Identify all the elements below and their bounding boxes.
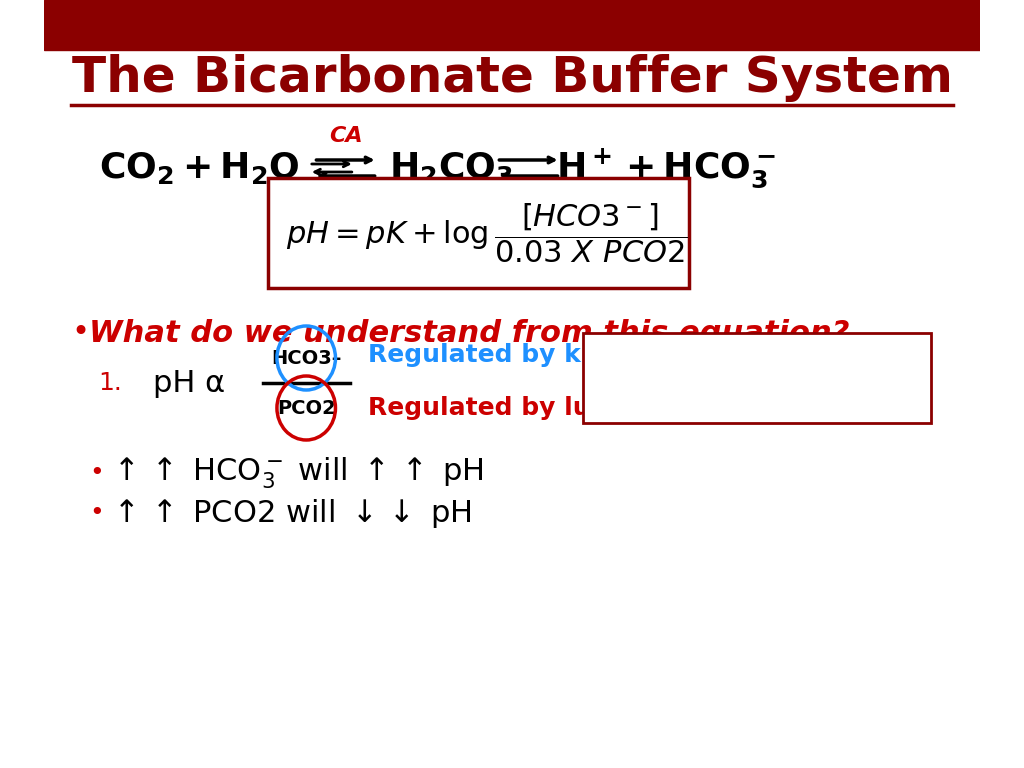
FancyBboxPatch shape [584, 333, 931, 423]
Text: Each element of the buffer: Each element of the buffer [589, 358, 926, 378]
Text: $\mathregular{H_2CO_3}$: $\mathregular{H_2CO_3}$ [388, 151, 513, 186]
Text: 1.: 1. [98, 371, 123, 395]
Text: HCO3–: HCO3– [271, 349, 341, 368]
Text: $\uparrow\uparrow$ PCO2 will $\downarrow\downarrow$ pH: $\uparrow\uparrow$ PCO2 will $\downarrow… [108, 496, 471, 529]
Text: What do we understand from this equation?: What do we understand from this equation… [89, 319, 850, 347]
Text: $\mathregular{H^+ + HCO_3^-}$: $\mathregular{H^+ + HCO_3^-}$ [556, 146, 776, 190]
Text: PCO2: PCO2 [276, 399, 336, 418]
Text: •: • [71, 319, 89, 347]
Bar [44, 0, 980, 50]
Text: system is regulated: system is regulated [633, 383, 882, 403]
Text: $pH = pK + \log\dfrac{[HCO3^-]}{0.03\ X\ PCO2}$: $pH = pK + \log\dfrac{[HCO3^-]}{0.03\ X\… [286, 201, 688, 265]
Text: Regulated by lungs: Regulated by lungs [369, 396, 641, 420]
Text: pH α: pH α [154, 369, 225, 398]
Text: •: • [89, 461, 104, 485]
Text: $\uparrow\uparrow$ HCO$_3^-$ will $\uparrow\uparrow$ pH: $\uparrow\uparrow$ HCO$_3^-$ will $\upar… [108, 455, 483, 491]
Text: The Bicarbonate Buffer System: The Bicarbonate Buffer System [72, 54, 952, 102]
FancyBboxPatch shape [268, 178, 688, 288]
Text: $\mathregular{CO_2 + H_2O}$: $\mathregular{CO_2 + H_2O}$ [99, 150, 299, 186]
Text: •: • [89, 501, 104, 525]
Text: Regulated by kidneys: Regulated by kidneys [369, 343, 674, 367]
Text: CA: CA [329, 126, 362, 146]
